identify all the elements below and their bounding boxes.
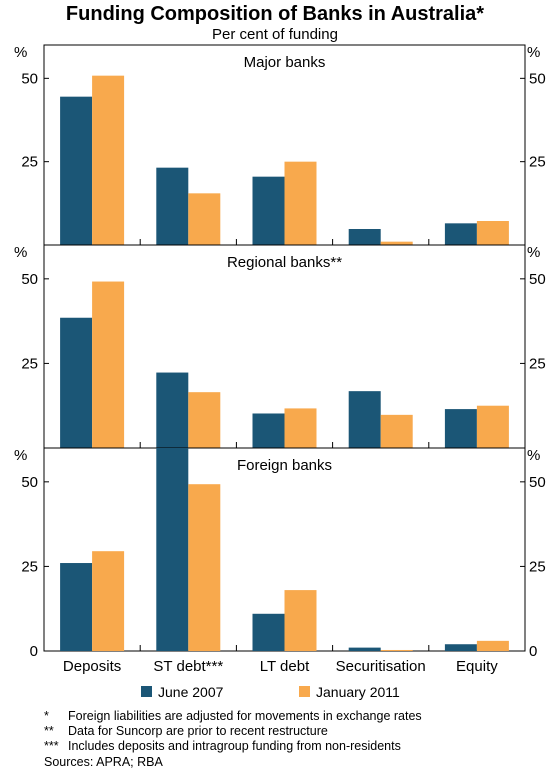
bar-foreign-banks-st-debt-june-2007	[156, 448, 189, 651]
panel-title-foreign-banks: Foreign banks	[237, 457, 332, 474]
x-tick-deposits: Deposits	[63, 658, 121, 675]
y-tick-right-regional-banks-50: 50	[529, 271, 546, 288]
x-tick-st-debt: ST debt***	[153, 658, 223, 675]
bar-regional-banks-st-debt-january-2011	[188, 392, 221, 448]
bar-foreign-banks-equity-january-2011	[476, 640, 509, 651]
footnote-text-1: Foreign liabilities are adjusted for mov…	[68, 709, 422, 723]
chart-subtitle: Per cent of funding	[212, 26, 338, 43]
footnote-text-2: Data for Suncorp are prior to recent res…	[68, 724, 328, 738]
bar-major-banks-st-debt-january-2011	[188, 193, 221, 245]
bar-regional-banks-equity-june-2007	[444, 409, 477, 448]
footnote-mark-1: *	[44, 709, 49, 723]
bar-major-banks-lt-debt-january-2011	[284, 161, 317, 245]
plot-area: % % Major banks 25 25 50 50% % Regional banks** 2…	[14, 44, 546, 675]
bar-foreign-banks-securitisation-january-2011	[380, 649, 413, 651]
bar-foreign-banks-equity-june-2007	[444, 644, 477, 651]
bar-regional-banks-equity-january-2011	[476, 405, 509, 448]
bar-foreign-banks-lt-debt-june-2007	[252, 613, 285, 651]
legend-swatch-june-2007	[141, 686, 152, 697]
bar-regional-banks-lt-debt-january-2011	[284, 408, 317, 448]
x-tick-securitisation: Securitisation	[336, 658, 426, 675]
y-unit-left-foreign-banks: %	[14, 447, 27, 464]
y-tick-right-major-banks-50: 50	[529, 70, 546, 87]
y-tick-right-regional-banks-25: 25	[529, 355, 546, 372]
y-unit-left-major-banks: %	[14, 44, 27, 61]
panel-title-regional-banks: Regional banks**	[227, 254, 342, 271]
y-tick-right-foreign-banks-50: 50	[529, 474, 546, 491]
panel-title-major-banks: Major banks	[244, 54, 326, 71]
bar-foreign-banks-securitisation-june-2007	[348, 647, 381, 651]
y-unit-right-major-banks: %	[527, 44, 540, 61]
legend-swatch-january-2011	[299, 686, 310, 697]
bar-foreign-banks-lt-debt-january-2011	[284, 590, 317, 651]
y-tick-left-major-banks-25: 25	[21, 154, 38, 171]
y-unit-right-regional-banks: %	[527, 244, 540, 261]
y-tick-left-foreign-banks-50: 50	[21, 474, 38, 491]
y-tick-left-regional-banks-50: 50	[21, 271, 38, 288]
legend-label-january-2011: January 2011	[316, 684, 400, 700]
x-tick-lt-debt: LT debt	[260, 658, 310, 675]
bar-major-banks-equity-june-2007	[444, 223, 477, 245]
footnote-mark-2: **	[44, 724, 54, 738]
footnote-mark-3: ***	[44, 739, 59, 753]
y-tick-right-major-banks-25: 25	[529, 154, 546, 171]
legend: June 2007 January 2011	[141, 684, 400, 700]
y-tick-right-foreign-banks-0: 0	[529, 643, 537, 660]
bar-regional-banks-deposits-june-2007	[60, 317, 93, 448]
chart-title: Funding Composition of Banks in Australi…	[66, 3, 484, 25]
footnotes: * Foreign liabilities are adjusted for m…	[44, 709, 422, 769]
y-tick-right-foreign-banks-25: 25	[529, 558, 546, 575]
bar-regional-banks-securitisation-january-2011	[380, 414, 413, 448]
y-tick-left-foreign-banks-0: 0	[30, 643, 38, 660]
bar-foreign-banks-deposits-june-2007	[60, 563, 93, 651]
bar-foreign-banks-st-debt-january-2011	[188, 484, 221, 651]
legend-label-june-2007: June 2007	[158, 684, 224, 700]
x-tick-equity: Equity	[456, 658, 498, 675]
bar-major-banks-securitisation-june-2007	[348, 229, 381, 245]
y-tick-left-regional-banks-25: 25	[21, 355, 38, 372]
footnote-text-3: Includes deposits and intragroup funding…	[68, 739, 401, 753]
bar-major-banks-securitisation-january-2011	[380, 241, 413, 245]
y-tick-left-foreign-banks-25: 25	[21, 558, 38, 575]
bar-major-banks-equity-january-2011	[476, 221, 509, 245]
bar-regional-banks-securitisation-june-2007	[348, 391, 381, 448]
bar-major-banks-deposits-june-2007	[60, 96, 93, 246]
sources: Sources: APRA; RBA	[44, 755, 163, 769]
y-unit-right-foreign-banks: %	[527, 447, 540, 464]
bar-foreign-banks-deposits-january-2011	[92, 551, 125, 651]
bar-regional-banks-deposits-january-2011	[92, 281, 125, 448]
y-unit-left-regional-banks: %	[14, 244, 27, 261]
bar-major-banks-deposits-january-2011	[92, 75, 125, 246]
bar-major-banks-st-debt-june-2007	[156, 167, 189, 245]
y-tick-left-major-banks-50: 50	[21, 70, 38, 87]
bar-regional-banks-st-debt-june-2007	[156, 372, 189, 448]
bar-regional-banks-lt-debt-june-2007	[252, 413, 285, 448]
bar-major-banks-lt-debt-june-2007	[252, 176, 285, 245]
